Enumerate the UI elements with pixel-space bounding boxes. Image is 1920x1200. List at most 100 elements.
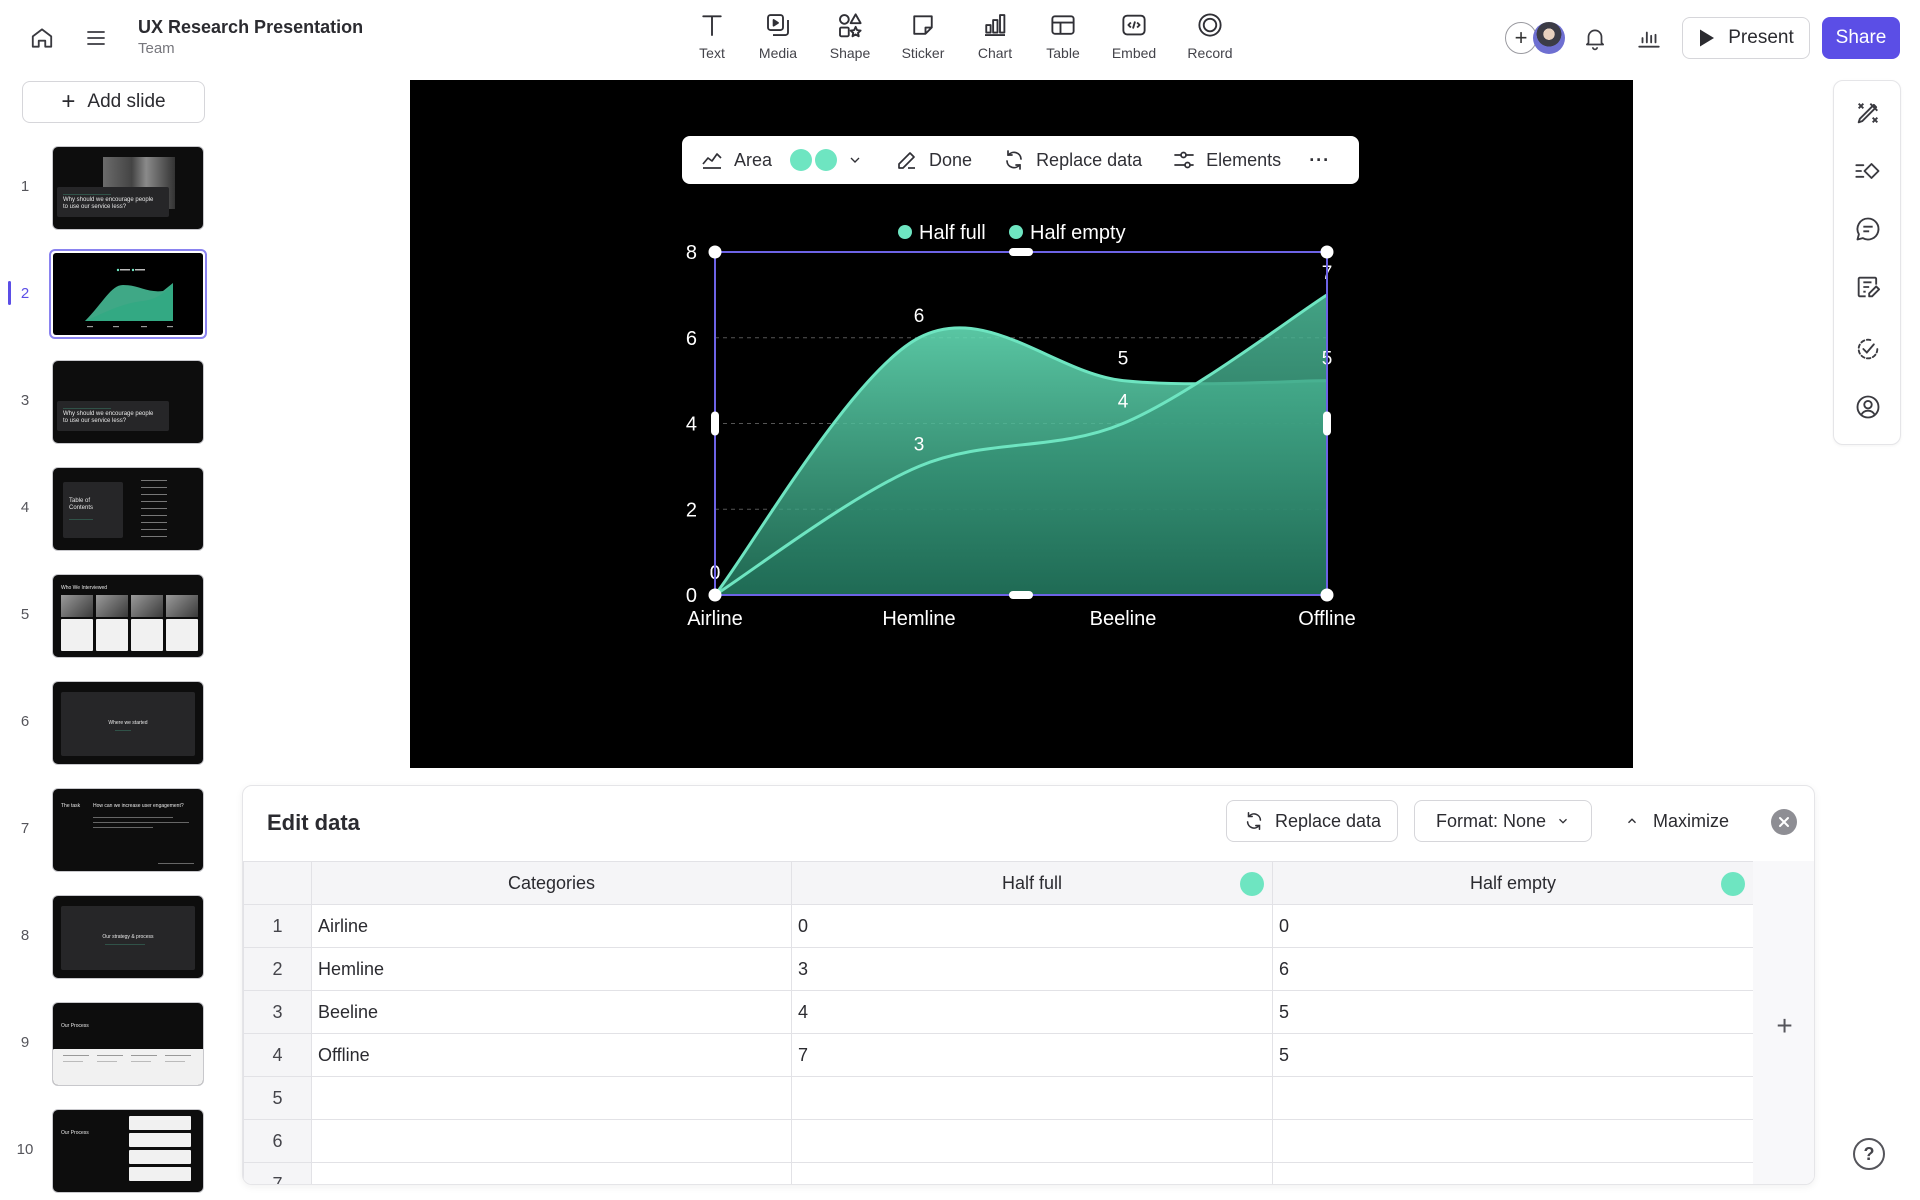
resize-handle[interactable] — [1009, 248, 1033, 256]
slide-thumbnail[interactable]: ———————————— Why should we encourage peop… — [52, 360, 204, 444]
replace-data-button[interactable]: Replace data — [1002, 136, 1142, 184]
chart-type-button[interactable]: Area — [700, 136, 772, 184]
design-tools-icon[interactable] — [1850, 95, 1886, 131]
collaborators[interactable]: + — [1505, 18, 1565, 58]
data-cell[interactable] — [311, 1119, 792, 1163]
slide-thumbnail-item[interactable]: 4 Table of Contents —————— — [0, 459, 220, 559]
resize-handle[interactable] — [711, 411, 719, 436]
row-number[interactable]: 1 — [243, 904, 312, 948]
elements-button[interactable]: Elements — [1172, 136, 1281, 184]
data-cell[interactable]: Offline — [311, 1033, 792, 1077]
slide-thumbnail[interactable]: Table of Contents —————— — [52, 467, 204, 551]
share-button[interactable]: Share — [1822, 17, 1900, 59]
check-circle-icon[interactable] — [1850, 331, 1886, 367]
data-cell[interactable] — [791, 1076, 1273, 1120]
slide-thumbnail[interactable]: Our Process — [52, 1109, 204, 1193]
menu-icon[interactable] — [74, 16, 118, 60]
more-options-button[interactable]: ··· — [1309, 136, 1330, 184]
animation-icon[interactable] — [1850, 153, 1886, 189]
row-number[interactable]: 4 — [243, 1033, 312, 1077]
row-number[interactable]: 6 — [243, 1119, 312, 1163]
slide-thumbnail[interactable]: ———————————— Why should we encourage peop… — [52, 146, 204, 230]
slide-thumbnail[interactable]: The task How can we increase user engagem… — [52, 788, 204, 872]
slide-thumbnail[interactable] — [49, 249, 207, 339]
add-column-button[interactable]: + — [1753, 861, 1814, 1184]
row-number[interactable]: 2 — [243, 947, 312, 991]
data-cell[interactable] — [1272, 1119, 1754, 1163]
data-cell[interactable]: 3 — [791, 947, 1273, 991]
data-cell[interactable]: 6 — [1272, 947, 1754, 991]
tool-table-button[interactable]: Table — [1030, 10, 1096, 66]
row-number[interactable]: 3 — [243, 990, 312, 1034]
document-title[interactable]: UX Research Presentation — [138, 17, 364, 37]
resize-handle[interactable] — [1320, 588, 1334, 602]
resize-handle[interactable] — [1009, 591, 1033, 599]
close-panel-button[interactable] — [1771, 809, 1797, 835]
resize-handle[interactable] — [1320, 245, 1334, 259]
data-cell[interactable] — [311, 1162, 792, 1184]
data-cell[interactable] — [1272, 1162, 1754, 1184]
format-select[interactable]: Format: None — [1414, 800, 1592, 842]
slide-thumbnail-item[interactable]: 9 Our Process — [0, 994, 220, 1094]
resize-handle[interactable] — [708, 588, 722, 602]
tool-shape-button[interactable]: Shape — [814, 10, 886, 66]
slide-thumbnail-item[interactable]: 7 The task How can we increase user engage… — [0, 780, 220, 880]
data-cell[interactable]: Airline — [311, 904, 792, 948]
chart-color-picker[interactable] — [790, 136, 863, 184]
comment-icon[interactable] — [1850, 211, 1886, 247]
slide-thumbnail-item[interactable]: 2 — [0, 245, 220, 345]
row-number[interactable]: 7 — [243, 1162, 312, 1184]
document-title-block[interactable]: UX Research Presentation Team — [138, 15, 363, 59]
tool-media-button[interactable]: Media — [742, 10, 814, 66]
analytics-icon[interactable] — [1627, 16, 1671, 60]
slide-thumbnail-item[interactable]: 6 Where we started ———— — [0, 673, 220, 773]
tool-record-button[interactable]: Record — [1172, 10, 1248, 66]
column-header-series-2[interactable]: Half empty — [1272, 861, 1754, 905]
resize-handle[interactable] — [1323, 411, 1331, 436]
data-cell[interactable] — [791, 1162, 1273, 1184]
slide-thumbnail-item[interactable]: 3 ———————————— Why should we encourage peo… — [0, 352, 220, 452]
slide-thumbnail[interactable]: Where we started ———— — [52, 681, 204, 765]
series-color-swatch[interactable] — [1721, 872, 1745, 896]
slide-thumbnail[interactable]: Who We Interviewed — [52, 574, 204, 658]
slide-thumbnail[interactable]: Our strategy & process —————————— — [52, 895, 204, 979]
notes-icon[interactable] — [1850, 269, 1886, 305]
data-cell[interactable]: Beeline — [311, 990, 792, 1034]
data-cell[interactable] — [791, 1119, 1273, 1163]
maximize-button[interactable]: Maximize — [1625, 800, 1729, 842]
resize-handle[interactable] — [708, 245, 722, 259]
slide-thumbnail-item[interactable]: 8 Our strategy & process —————————— — [0, 887, 220, 987]
slide-thumbnail[interactable]: Our Process — [52, 1002, 204, 1086]
slide-thumbnail-item[interactable]: 1 ———————————— Why should we encourage peo… — [0, 138, 220, 238]
add-slide-button[interactable]: + Add slide — [22, 81, 205, 123]
home-icon[interactable] — [20, 16, 64, 60]
slide-canvas[interactable]: 0 3 4 7 0 6 5 5 0 2 4 6 8 Airline Hemline Beeline Offlin… — [410, 80, 1633, 768]
help-button[interactable]: ? — [1853, 1138, 1885, 1170]
data-cell[interactable]: 5 — [1272, 1033, 1754, 1077]
data-cell[interactable]: 0 — [791, 904, 1273, 948]
data-cell[interactable] — [1272, 1076, 1754, 1120]
data-cell[interactable]: Hemline — [311, 947, 792, 991]
tool-text-button[interactable]: Text — [682, 10, 742, 66]
series-color-swatch[interactable] — [1240, 872, 1264, 896]
data-cell[interactable]: 4 — [791, 990, 1273, 1034]
slide-thumbnail-item[interactable]: 5 Who We Interviewed — [0, 566, 220, 666]
data-cell[interactable]: 5 — [1272, 990, 1754, 1034]
data-cell[interactable]: 7 — [791, 1033, 1273, 1077]
panel-replace-data-button[interactable]: Replace data — [1226, 800, 1398, 842]
done-button[interactable]: Done — [895, 136, 972, 184]
bell-icon[interactable] — [1573, 16, 1617, 60]
present-button[interactable]: Present — [1682, 17, 1810, 59]
data-cell[interactable] — [311, 1076, 792, 1120]
column-header-series-1[interactable]: Half full — [791, 861, 1273, 905]
avatar[interactable] — [1533, 22, 1565, 54]
tool-sticker-button[interactable]: Sticker — [886, 10, 960, 66]
column-header-categories[interactable]: Categories — [311, 861, 792, 905]
user-circle-icon[interactable] — [1850, 389, 1886, 425]
tool-embed-button[interactable]: Embed — [1096, 10, 1172, 66]
data-cell[interactable]: 0 — [1272, 904, 1754, 948]
tool-chart-button[interactable]: Chart — [960, 10, 1030, 66]
row-number[interactable]: 5 — [243, 1076, 312, 1120]
slide-thumbnail-item[interactable]: 10 Our Process — [0, 1101, 220, 1200]
